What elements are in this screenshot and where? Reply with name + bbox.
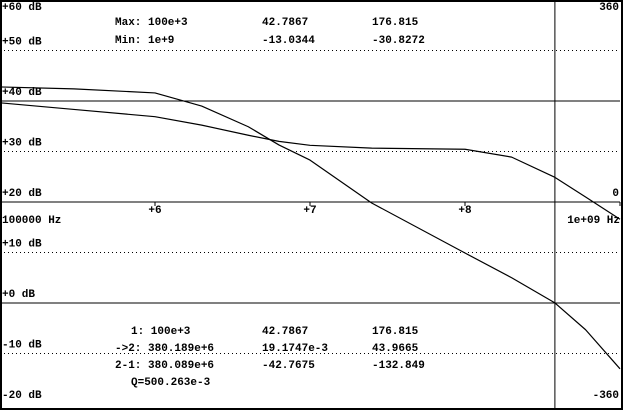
readout-text: ->2: 380.189e+6 xyxy=(115,343,214,355)
x-tick-label: +7 xyxy=(303,205,316,217)
readout-text: 19.1747e-3 xyxy=(262,343,328,355)
readout-text: 1: 100e+3 xyxy=(131,326,191,338)
readout-text: -132.849 xyxy=(372,360,425,372)
readout-text: -30.8272 xyxy=(372,35,425,47)
y-tick-label: +60 dB xyxy=(2,2,42,14)
curve xyxy=(0,102,621,220)
x-tick-label: +6 xyxy=(148,205,161,217)
y-tick-label: +50 dB xyxy=(2,36,42,48)
x-tick-label: 100000 Hz xyxy=(2,215,61,227)
y-tick-label: -20 dB xyxy=(2,390,42,402)
readout-text: 42.7867 xyxy=(262,17,308,29)
x-tick-label: +8 xyxy=(458,205,472,217)
x-tick-label: 1e+09 Hz xyxy=(567,215,620,227)
readout-text: Max: 100e+3 xyxy=(115,17,188,29)
readout-text: Min: 1e+9 xyxy=(115,35,174,47)
readout-text: 43.9665 xyxy=(372,343,419,355)
readout-text: 42.7867 xyxy=(262,326,308,338)
readout-text: Q=500.263e-3 xyxy=(131,377,211,389)
y-tick-label: +30 dB xyxy=(2,137,42,149)
y2-tick-label: -360 xyxy=(593,390,619,402)
y-tick-label: +20 dB xyxy=(2,188,42,200)
y2-tick-label: 360 xyxy=(599,2,619,14)
readout-text: -13.0344 xyxy=(262,35,315,47)
readout-text: 176.815 xyxy=(372,17,419,29)
y-tick-label: +0 dB xyxy=(2,289,35,301)
y2-tick-label: 0 xyxy=(612,188,619,200)
readout-text: -42.7675 xyxy=(262,360,315,372)
readout-text: 176.815 xyxy=(372,326,419,338)
y-tick-label: +10 dB xyxy=(2,238,42,250)
readout-text: 2-1: 380.089e+6 xyxy=(115,360,214,372)
curve xyxy=(0,86,621,370)
y-tick-label: +40 dB xyxy=(2,87,42,99)
y-tick-label: -10 dB xyxy=(2,339,42,351)
